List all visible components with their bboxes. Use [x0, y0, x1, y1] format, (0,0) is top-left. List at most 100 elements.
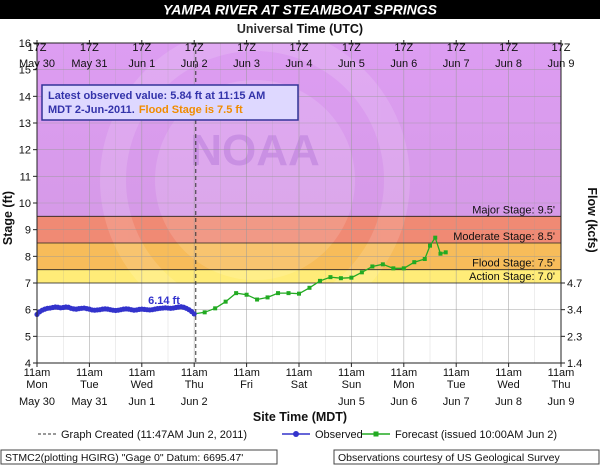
- x-tick-time: 11am: [286, 367, 313, 379]
- x-tick-time: 11am: [443, 367, 470, 379]
- forecast-point: [443, 250, 448, 255]
- x-tick-day: Thu: [185, 379, 204, 391]
- y-tick-label: 14: [19, 91, 31, 103]
- y-tick-label: 7: [25, 278, 31, 290]
- forecast-point: [412, 260, 417, 265]
- threshold-markers: Major Stage: 9.5' Moderate Stage: 8.5' Flo…: [37, 204, 561, 284]
- forecast-point: [391, 266, 396, 271]
- top-tick-date: Jun 1: [128, 58, 155, 70]
- y2-tick-label: 2.3: [567, 331, 582, 343]
- forecast-point: [438, 251, 443, 256]
- x-tick-date: Jun 1: [128, 396, 155, 408]
- x-tick-time: 11am: [24, 367, 51, 379]
- forecast-point: [297, 291, 301, 296]
- y2-tick-label: 1.4: [567, 358, 582, 370]
- legend: Graph Created (11:47AM Jun 2, 2011) Obse…: [38, 429, 557, 441]
- forecast-point: [317, 278, 322, 283]
- top-tick-date: Jun 2: [181, 58, 208, 70]
- top-tick-time: 17Z: [552, 42, 571, 54]
- legend-created-label: Graph Created (11:47AM Jun 2, 2011): [61, 429, 247, 441]
- top-tick-time: 17Z: [185, 42, 204, 54]
- threshold-label: Action Stage: 7.0': [469, 271, 555, 283]
- forecast-point: [234, 291, 239, 296]
- x-tick-time: 11am: [390, 367, 417, 379]
- forecast-point: [359, 270, 364, 275]
- top-tick-date: May 30: [19, 58, 55, 70]
- y-tick-label: 4: [25, 358, 31, 370]
- x-tick-date: May 31: [71, 396, 107, 408]
- bottom-axis-title: Site Time (MDT): [253, 410, 347, 424]
- info-line-2-prefix: MDT 2-Jun-2011.: [48, 104, 135, 116]
- forecast-point: [307, 285, 312, 290]
- forecast-point: [401, 266, 406, 271]
- forecast-point: [223, 299, 228, 304]
- x-tick-time: 11am: [76, 367, 103, 379]
- x-tick-date: Jun 5: [338, 396, 365, 408]
- info-box: Latest observed value: 5.84 ft at 11:15 …: [41, 84, 299, 121]
- y-tick-label: 6: [25, 305, 31, 317]
- x-tick-date: Jun 9: [548, 396, 575, 408]
- watermark-text: NOAA: [190, 126, 320, 175]
- last-observed-label: 6.14 ft: [148, 295, 180, 307]
- top-tick-date: May 31: [71, 58, 107, 70]
- x-tick-day: Mon: [393, 379, 414, 391]
- x-tick-date: Jun 2: [181, 396, 208, 408]
- top-axis-title: Universal Time (UTC): [237, 22, 363, 36]
- forecast-point: [380, 262, 385, 267]
- top-tick-time: 17Z: [237, 42, 256, 54]
- y-tick-label: 12: [19, 145, 31, 157]
- forecast-point: [286, 291, 291, 296]
- forecast-point: [244, 292, 249, 297]
- forecast-point: [349, 275, 354, 280]
- y-tick-label: 5: [25, 331, 31, 343]
- top-tick-time: 17Z: [290, 42, 309, 54]
- x-tick-date: Jun 8: [495, 396, 522, 408]
- top-tick-date: Jun 5: [338, 58, 365, 70]
- top-tick-time: 17Z: [499, 42, 518, 54]
- x-tick-time: 11am: [338, 367, 365, 379]
- y2-tick-label: 3.4: [567, 305, 582, 317]
- threshold-label: Moderate Stage: 8.5': [453, 231, 555, 243]
- x-tick-date: Jun 7: [443, 396, 470, 408]
- legend-observed-marker: [293, 431, 299, 437]
- info-line-2: MDT 2-Jun-2011. Flood Stage is 7.5 ft: [48, 104, 243, 116]
- top-tick-date: Jun 9: [548, 58, 575, 70]
- x-tick-time: 11am: [548, 367, 575, 379]
- y-tick-label: 15: [19, 65, 31, 77]
- x-tick-day: Tue: [447, 379, 466, 391]
- y-tick-label: 16: [19, 38, 31, 50]
- x-tick-day: Thu: [552, 379, 571, 391]
- top-tick-date: Jun 3: [233, 58, 260, 70]
- top-tick-date: Jun 8: [495, 58, 522, 70]
- x-tick-time: 11am: [181, 367, 208, 379]
- y-tick-label: 13: [19, 118, 31, 130]
- y-tick-label: 8: [25, 251, 31, 263]
- footer-left-box: [0, 449, 278, 465]
- forecast-point: [338, 276, 343, 281]
- forecast-point: [255, 297, 260, 302]
- legend-forecast-marker: [373, 431, 379, 437]
- forecast-point: [422, 257, 427, 261]
- footer-credit: Observations courtesy of US Geological S…: [338, 452, 561, 464]
- x-tick-date: May 30: [19, 396, 55, 408]
- left-axis-title: Stage (ft): [1, 191, 15, 245]
- axis-ticks: 456789101112131415161.42.33.44.711amMonM…: [19, 38, 583, 408]
- forecast-series: [192, 235, 448, 316]
- x-tick-day: Wed: [131, 379, 153, 391]
- top-tick-date: Jun 6: [390, 58, 417, 70]
- x-tick-day: Sun: [342, 379, 362, 391]
- info-flood-stage: Flood Stage is 7.5 ft: [139, 104, 243, 116]
- footer-datum: STMC2(plotting HGIRG) "Gage 0" Datum: 66…: [5, 452, 243, 464]
- x-tick-time: 11am: [128, 367, 155, 379]
- y-tick-label: 9: [25, 225, 31, 237]
- legend-observed-label: Observed: [315, 429, 363, 441]
- y-tick-label: 11: [20, 171, 31, 183]
- y-tick-label: 10: [19, 198, 31, 210]
- y2-tick-label: 4.7: [567, 278, 582, 290]
- footer: STMC2(plotting HGIRG) "Gage 0" Datum: 66…: [0, 449, 600, 465]
- x-tick-day: Tue: [80, 379, 99, 391]
- x-tick-time: 11am: [233, 367, 260, 379]
- info-box-frame: [41, 84, 299, 121]
- top-tick-date: Jun 7: [443, 58, 470, 70]
- observed-series: [34, 304, 197, 318]
